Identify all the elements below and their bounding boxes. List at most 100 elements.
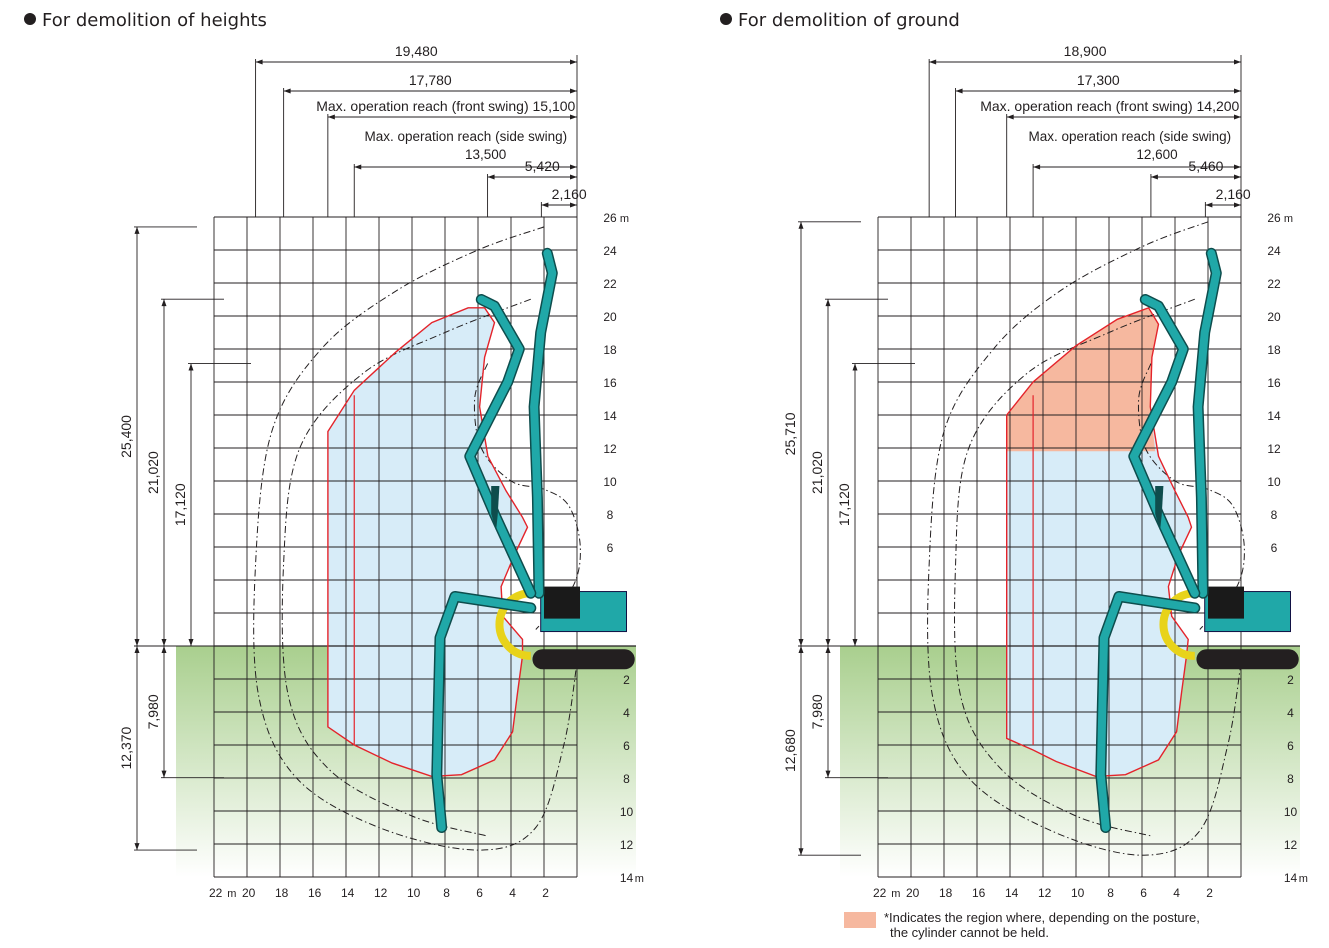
dimension-label: 25,400: [118, 415, 134, 458]
y-tick-label: 8: [623, 772, 630, 786]
dimension-label: 21,020: [145, 451, 161, 494]
bullet-icon: [720, 13, 732, 25]
y-tick-label: 14: [603, 409, 617, 423]
dimension-arrow: [134, 639, 140, 646]
dimension-arrow: [354, 164, 362, 170]
x-tick-label: 4: [509, 886, 516, 900]
y-tick-label: 8: [1271, 508, 1278, 522]
dimension-label: 17,120: [836, 483, 852, 526]
dimension-arrow: [1234, 174, 1241, 180]
dimension-arrow: [955, 88, 963, 94]
dimension-label: 2,160: [1216, 186, 1251, 202]
x-tick-label: 4: [1173, 886, 1180, 900]
cab: [544, 586, 580, 619]
y-tick-label: 12: [620, 838, 634, 852]
y-tick-label: 20: [1267, 310, 1281, 324]
x-tick-label: 8: [1107, 886, 1114, 900]
x-tick-label: 16: [308, 886, 322, 900]
dimension-arrow: [161, 299, 167, 307]
dimension-arrow: [570, 88, 577, 94]
dimension-arrow: [1150, 174, 1158, 180]
dimension-arrow: [134, 843, 140, 851]
y-tick-label: 10: [1284, 805, 1298, 819]
x-tick-label: 10: [407, 886, 421, 900]
x-tick-label: 22: [873, 886, 887, 900]
dimension-label: Max. operation reach (front swing) 14,20…: [980, 98, 1239, 114]
panel-heading: For demolition of heights: [24, 10, 267, 31]
dimension-arrow: [134, 226, 140, 234]
dimension-label: 17,780: [409, 72, 452, 88]
dimension-arrow: [1006, 114, 1014, 120]
bullet-icon: [24, 13, 36, 25]
y-tick-label: 8: [607, 508, 614, 522]
grid: [213, 216, 578, 878]
heading-text: For demolition of ground: [738, 10, 960, 31]
dimension-arrow: [852, 363, 858, 371]
dimension-arrow: [1234, 114, 1241, 120]
y-tick-label: 16: [603, 376, 617, 390]
x-tick-label: 18: [939, 886, 953, 900]
y-tick-label: 24: [603, 244, 617, 258]
y-tick-label: 26: [603, 211, 617, 225]
working-range-diagram: 19,480 17,780 Max. operation reach (front …: [118, 43, 644, 900]
dimension-arrow: [188, 639, 194, 646]
y-tick-label: 22: [603, 277, 617, 291]
dimension-label: 2,160: [552, 186, 587, 202]
dimension-label: Max. operation reach (front swing) 15,10…: [316, 98, 575, 114]
legend-line-2: the cylinder cannot be held.: [890, 925, 1049, 940]
dimension-arrow: [570, 59, 577, 65]
x-tick-label: 6: [476, 886, 483, 900]
dimension-label: 18,900: [1064, 43, 1107, 59]
y-tick-label: 8: [1287, 772, 1294, 786]
track: [1196, 649, 1299, 670]
dimension-arrow: [798, 646, 804, 653]
track: [532, 649, 635, 670]
x-tick-label: 14: [341, 886, 355, 900]
excavator-silhouette: [1095, 247, 1299, 833]
y-tick-label: 14: [1267, 409, 1281, 423]
dimension-arrow: [570, 164, 577, 170]
x-tick-label: 6: [1140, 886, 1147, 900]
y-unit-label: m: [635, 873, 644, 885]
legend-line-1: *Indicates the region where, depending o…: [884, 910, 1200, 925]
dimension-label: 17,300: [1077, 72, 1120, 88]
boom-arm-fill: [530, 249, 557, 598]
legend-text: *Indicates the region where, depending o…: [884, 910, 1200, 940]
dimension-label: 12,680: [782, 729, 798, 772]
panel-heading: For demolition of ground: [720, 10, 960, 31]
grid: [877, 216, 1242, 878]
dimension-arrow: [798, 639, 804, 646]
y-unit-label: m: [1299, 873, 1308, 885]
dimension-arrow: [570, 202, 577, 208]
boom-arm-fill: [1194, 249, 1221, 598]
dimension-arrow: [825, 770, 831, 778]
dimension-label: 7,980: [809, 694, 825, 729]
y-tick-label: 18: [1267, 343, 1281, 357]
x-tick-label: 10: [1071, 886, 1085, 900]
dimension-arrow: [1234, 59, 1241, 65]
dimension-arrow: [161, 770, 167, 778]
dimension-arrow: [1234, 88, 1241, 94]
dimension-arrow: [283, 88, 291, 94]
dimension-label: 25,710: [782, 412, 798, 455]
dimension-label: 5,460: [1188, 158, 1223, 174]
x-unit-label: m: [227, 888, 236, 900]
panel-demolition-heights: For demolition of heights 19,480 17,780 Ma…: [0, 0, 664, 948]
y-tick-label: 4: [1287, 706, 1294, 720]
y-tick-label: 10: [620, 805, 634, 819]
y-unit-label: m: [620, 213, 629, 225]
dimension-arrow: [798, 221, 804, 229]
y-tick-label: 10: [1267, 475, 1281, 489]
dimension-value: 13,500: [465, 147, 506, 162]
envelope-curve: [954, 298, 1195, 837]
cylinder-region-area: [1006, 307, 1159, 452]
dimension-arrow: [570, 174, 577, 180]
x-tick-label: 20: [906, 886, 920, 900]
x-tick-label: 8: [443, 886, 450, 900]
x-tick-label: 14: [1005, 886, 1019, 900]
y-tick-label: 6: [607, 541, 614, 555]
y-tick-label: 12: [1284, 838, 1298, 852]
y-tick-label: 6: [1271, 541, 1278, 555]
dimension-arrow: [1234, 202, 1241, 208]
dimension-arrow: [570, 114, 577, 120]
